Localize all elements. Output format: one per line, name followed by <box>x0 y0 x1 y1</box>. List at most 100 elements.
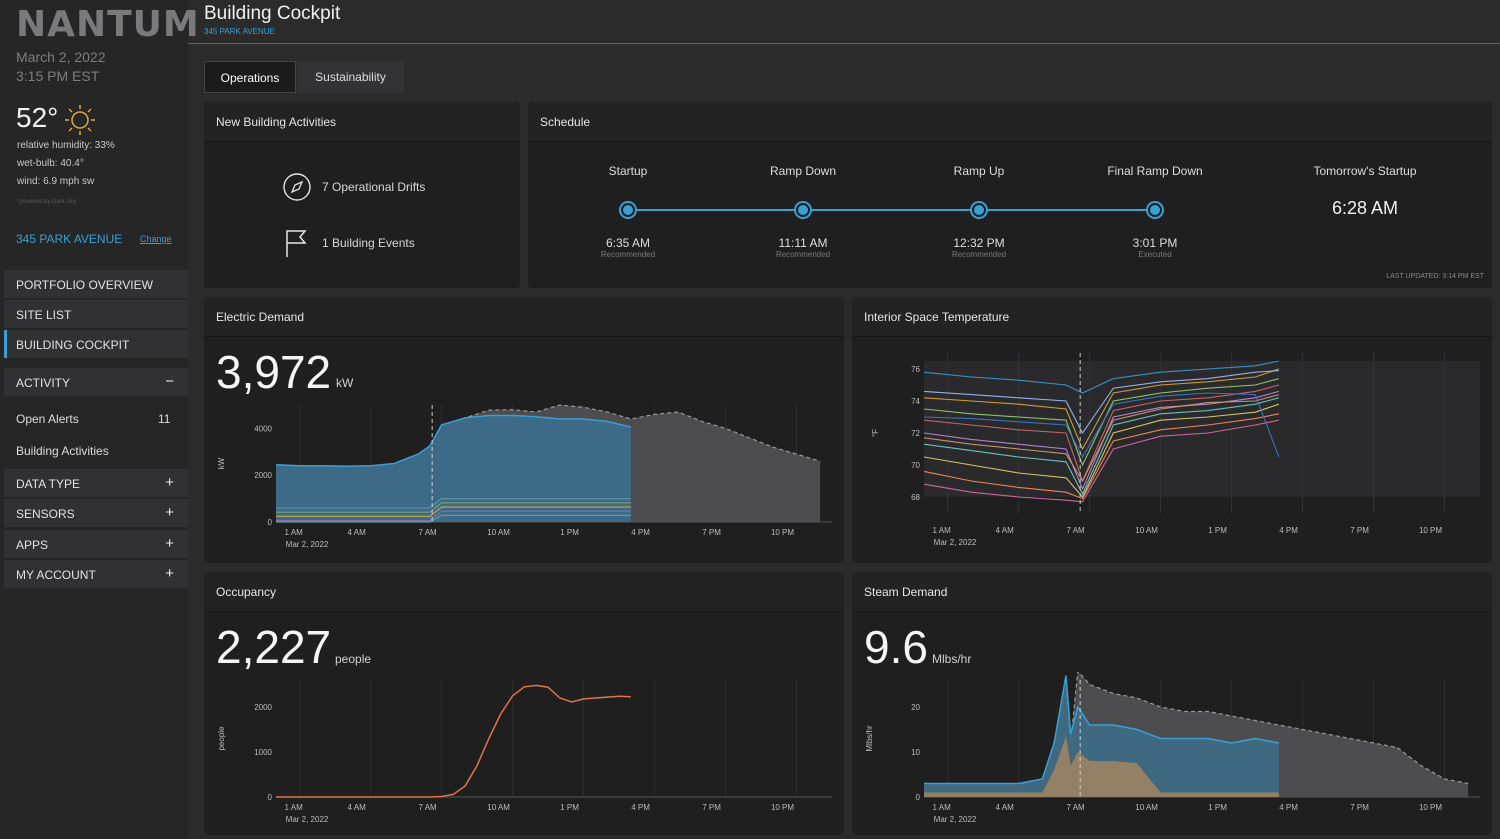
x-tick-label: 1 AM <box>285 803 304 812</box>
expand-icon[interactable]: + <box>165 504 174 521</box>
sub-meter-line <box>276 498 631 509</box>
nav-sensors[interactable]: SENSORS + <box>4 499 188 527</box>
panel-header: Electric Demand <box>204 297 844 337</box>
milestone-ramp-down: Ramp Down 11:11 AM Recommended <box>733 164 873 259</box>
milestone-label: Startup <box>608 164 648 178</box>
y-tick-label: 20 <box>911 703 920 712</box>
x-tick-label: 10 AM <box>1135 803 1158 812</box>
milestone-marker-final-ramp-down[interactable] <box>1146 201 1164 219</box>
panel-header: Occupancy <box>204 572 844 612</box>
zone-temperature-line <box>923 378 1280 467</box>
x-tick-label: 1 PM <box>560 528 579 537</box>
x-tick-label: 1 AM <box>933 526 952 535</box>
actual-area <box>276 415 631 522</box>
zone-temperature-line <box>923 360 1280 394</box>
nav-open-alerts[interactable]: Open Alerts <box>16 412 79 426</box>
x-tick-label: 1 PM <box>1208 803 1227 812</box>
interior-temperature-chart[interactable]: 1 AM 4 AM 7 AM 10 AM 1 PM 4 PM 7 PM 10 PM Mar 2,… <box>852 341 1492 557</box>
collapse-icon[interactable]: − <box>165 373 174 390</box>
panel-header: Interior Space Temperature <box>852 297 1492 337</box>
milestone-marker-ramp-down[interactable] <box>794 201 812 219</box>
panel-header: New Building Activities <box>204 102 520 142</box>
electric-demand-panel: Electric Demand 3,972 kW 1 AM 4 AM 7 AM 10 … <box>204 297 844 563</box>
nav-apps[interactable]: APPS + <box>4 530 188 558</box>
x-tick-label: 1 PM <box>1208 526 1227 535</box>
nav-label: SENSORS <box>16 507 75 521</box>
x-tick-label: 4 PM <box>631 803 650 812</box>
schedule-panel: Schedule Startup 6:35 AM Recommended Ram… <box>528 102 1492 288</box>
x-tick-label: 7 AM <box>418 803 437 812</box>
tomorrow-startup: Tomorrow's Startup 6:28 AM <box>1295 164 1435 219</box>
electric-demand-chart[interactable]: 1 AM 4 AM 7 AM 10 AM 1 PM 4 PM 7 PM 10 PM Mar 2,… <box>204 397 844 557</box>
change-building-link[interactable]: Change <box>140 234 172 244</box>
date-text: March 2, 2022 <box>16 49 106 65</box>
actual-area <box>924 675 1279 797</box>
milestone-label: Ramp Up <box>953 164 1005 178</box>
humidity-text: relative humidity: 33% <box>17 140 115 151</box>
x-tick-label: 7 AM <box>1066 803 1085 812</box>
milestone-time: 11:11 AM <box>778 236 828 250</box>
nav-my-account[interactable]: MY ACCOUNT + <box>4 560 188 588</box>
sub-meter-area <box>924 736 1279 797</box>
expand-icon[interactable]: + <box>165 535 174 552</box>
last-updated: LAST UPDATED: 3:14 PM EST <box>1386 273 1484 280</box>
nav-label: ACTIVITY <box>16 376 71 390</box>
x-date-label: Mar 2, 2022 <box>286 815 329 824</box>
x-tick-label: 7 PM <box>702 803 721 812</box>
y-tick-label: 0 <box>268 793 273 802</box>
new-building-activities-panel: New Building Activities 7 Operational Dr… <box>204 102 520 288</box>
milestone-label: Ramp Down <box>769 164 837 178</box>
y-tick-label: 1000 <box>254 748 272 757</box>
y-axis-label: kW <box>217 457 226 469</box>
x-tick-label: 10 AM <box>487 528 510 537</box>
y-axis-label: people <box>217 726 226 751</box>
nav-portfolio-overview[interactable]: PORTFOLIO OVERVIEW <box>4 270 188 298</box>
milestone-status: Executed <box>1138 250 1172 259</box>
flag-icon <box>286 230 307 257</box>
y-tick-label: 68 <box>911 493 920 502</box>
steam-demand-value: 9.6 <box>864 621 928 673</box>
nav-label: MY ACCOUNT <box>16 568 96 582</box>
y-tick-label: 76 <box>911 365 920 374</box>
page-subtitle-address: 345 PARK AVENUE <box>204 27 275 36</box>
occupancy-panel: Occupancy 2,227 people 1 AM 4 AM 7 AM 10 AM… <box>204 572 844 835</box>
tab-sustainability[interactable]: Sustainability <box>297 61 404 93</box>
milestone-marker-startup[interactable] <box>619 201 637 219</box>
x-tick-label: 4 AM <box>348 803 367 812</box>
nav-activity[interactable]: ACTIVITY − <box>4 368 188 396</box>
occupancy-chart[interactable]: 1 AM 4 AM 7 AM 10 AM 1 PM 4 PM 7 PM 10 PM Mar 2,… <box>204 672 844 832</box>
nav-building-activities[interactable]: Building Activities <box>16 444 109 458</box>
zone-temperature-line <box>923 394 1280 483</box>
nav-data-type[interactable]: DATA TYPE + <box>4 469 188 497</box>
x-tick-label: 10 AM <box>487 803 510 812</box>
operational-drifts-link[interactable]: 7 Operational Drifts <box>322 180 426 194</box>
header-divider <box>188 43 1500 44</box>
expand-icon[interactable]: + <box>165 474 174 491</box>
x-tick-label: 10 PM <box>1419 526 1442 535</box>
sub-meter-line <box>276 514 631 523</box>
occupancy-line <box>276 684 631 798</box>
milestone-status: Recommended <box>951 250 1007 259</box>
milestone-marker-ramp-up[interactable] <box>970 201 988 219</box>
nav-site-list[interactable]: SITE LIST <box>4 300 188 328</box>
x-tick-label: 7 PM <box>702 528 721 537</box>
zone-temperature-line <box>923 370 1279 435</box>
actual-line <box>275 414 632 468</box>
panel-title: Electric Demand <box>216 310 305 324</box>
tab-operations[interactable]: Operations <box>204 61 296 93</box>
nav-label: PORTFOLIO OVERVIEW <box>16 278 153 292</box>
y-axis-label: Mlbs/hr <box>865 725 874 752</box>
y-tick-label: 0 <box>916 793 921 802</box>
panel-title: Schedule <box>540 115 591 129</box>
steam-demand-chart[interactable]: 1 AM 4 AM 7 AM 10 AM 1 PM 4 PM 7 PM 10 PM Mar 2,… <box>852 672 1492 832</box>
actual-line <box>924 675 1280 785</box>
zone-temperature-line <box>923 390 1280 491</box>
panel-header: Schedule <box>528 102 1492 142</box>
occupancy-unit: people <box>335 652 372 666</box>
x-tick-label: 1 AM <box>285 528 304 537</box>
nav-building-cockpit[interactable]: BUILDING COCKPIT <box>4 330 188 358</box>
powered-by: *powered by Dark Sky <box>17 199 77 205</box>
building-events-link[interactable]: 1 Building Events <box>322 236 415 250</box>
expand-icon[interactable]: + <box>165 565 174 582</box>
tomorrow-startup-time: 6:28 AM <box>1331 198 1399 218</box>
